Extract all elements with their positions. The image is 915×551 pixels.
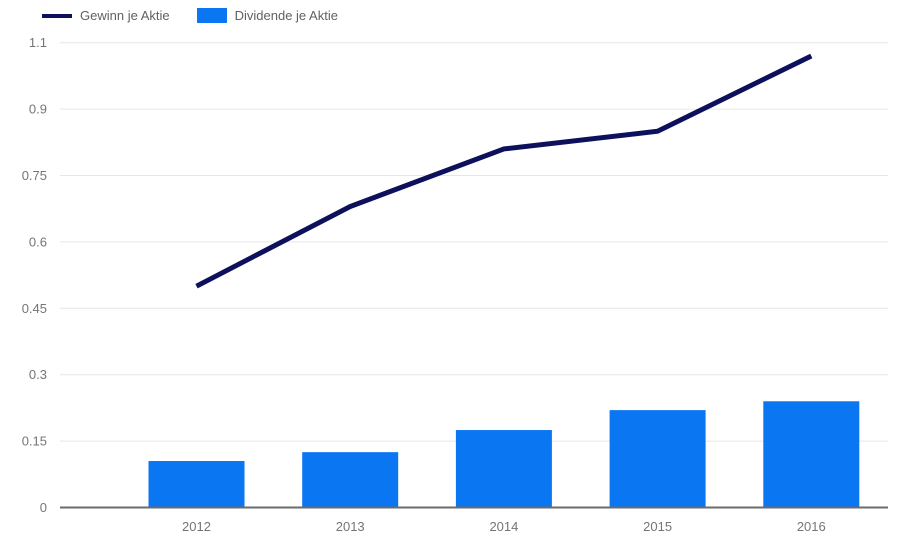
legend-label-gewinn: Gewinn je Aktie	[80, 8, 170, 23]
x-axis-tick-label: 2016	[797, 519, 826, 534]
y-axis-tick-label: 0.9	[29, 102, 47, 117]
bar-2014[interactable]	[455, 430, 552, 508]
x-axis-tick-label: 2013	[336, 519, 365, 534]
bar-series-swatch-icon	[196, 8, 227, 23]
bar-2013[interactable]	[302, 452, 399, 508]
bar-2012[interactable]	[148, 461, 245, 508]
chart-legend: Gewinn je Aktie Dividende je Aktie	[42, 8, 338, 23]
y-axis-tick-label: 0.75	[22, 168, 47, 183]
y-axis-tick-label: 1.1	[29, 35, 47, 50]
y-axis-tick-label: 0.45	[22, 301, 47, 316]
legend-item-gewinn: Gewinn je Aktie	[42, 8, 170, 23]
bar-2015[interactable]	[609, 410, 706, 508]
y-axis-tick-label: 0.15	[22, 434, 47, 449]
bar-2016[interactable]	[763, 401, 860, 508]
eps-line-series[interactable]	[195, 53, 813, 289]
x-axis-tick-label: 2012	[182, 519, 211, 534]
x-axis-tick-label: 2014	[489, 519, 518, 534]
y-axis-tick-label: 0.6	[29, 234, 47, 249]
y-axis-tick-label: 0.3	[29, 367, 47, 382]
x-axis-tick-label: 2015	[643, 519, 672, 534]
y-axis-tick-label: 0	[40, 500, 47, 515]
line-series-swatch-icon	[42, 13, 72, 18]
legend-label-dividende: Dividende je Aktie	[234, 8, 338, 23]
legend-item-dividende: Dividende je Aktie	[196, 8, 338, 23]
